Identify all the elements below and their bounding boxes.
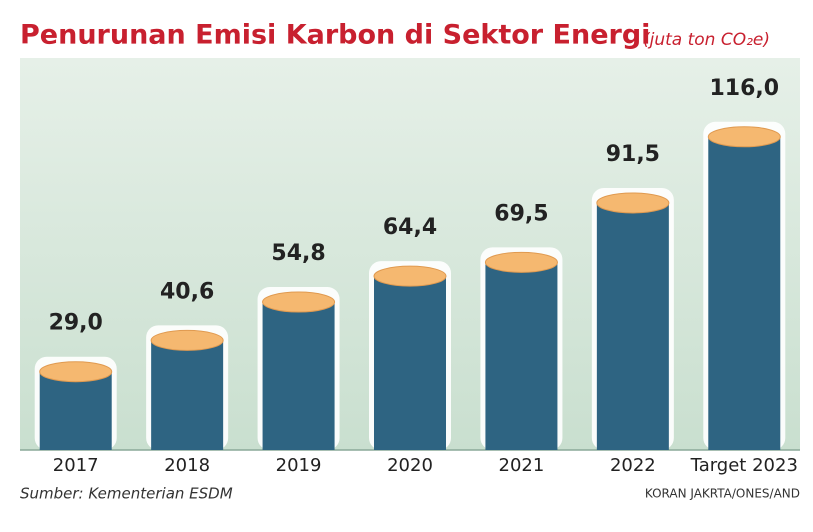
bar <box>374 276 446 450</box>
source: Sumber: Kementerian ESDM <box>20 485 233 503</box>
value-label: 69,5 <box>494 201 548 226</box>
bar <box>596 202 669 450</box>
value-label: 64,4 <box>383 215 437 240</box>
x-tick-label: 2022 <box>610 455 656 476</box>
value-label: 116,0 <box>709 76 779 101</box>
bar-top <box>373 265 447 287</box>
value-label: 91,5 <box>606 142 660 167</box>
bar-top <box>262 291 336 313</box>
value-label: 40,6 <box>160 279 214 304</box>
bar-top <box>596 192 670 214</box>
credit: KORAN JAKRTA/ONES/AND <box>645 487 800 501</box>
bar-top <box>707 126 781 148</box>
x-tick-label: 2019 <box>276 455 322 476</box>
bar <box>485 262 558 450</box>
x-tick-label: Target 2023 <box>690 455 798 476</box>
bar <box>151 340 224 450</box>
x-tick-label: 2020 <box>387 455 433 476</box>
bar-top <box>150 329 224 351</box>
bar-top <box>39 361 113 383</box>
x-tick-label: 2018 <box>164 455 210 476</box>
x-tick-label: 2017 <box>53 455 99 476</box>
value-label: 29,0 <box>49 311 103 336</box>
bar <box>708 136 781 451</box>
chart-subtitle: (juta ton CO₂e) <box>643 30 770 50</box>
value-label: 54,8 <box>271 241 325 266</box>
bar <box>262 302 335 450</box>
chart-title: Penurunan Emisi Karbon di Sektor Energi <box>20 20 650 51</box>
bar <box>39 371 112 450</box>
x-tick-label: 2021 <box>499 455 545 476</box>
bar-top <box>484 251 558 273</box>
